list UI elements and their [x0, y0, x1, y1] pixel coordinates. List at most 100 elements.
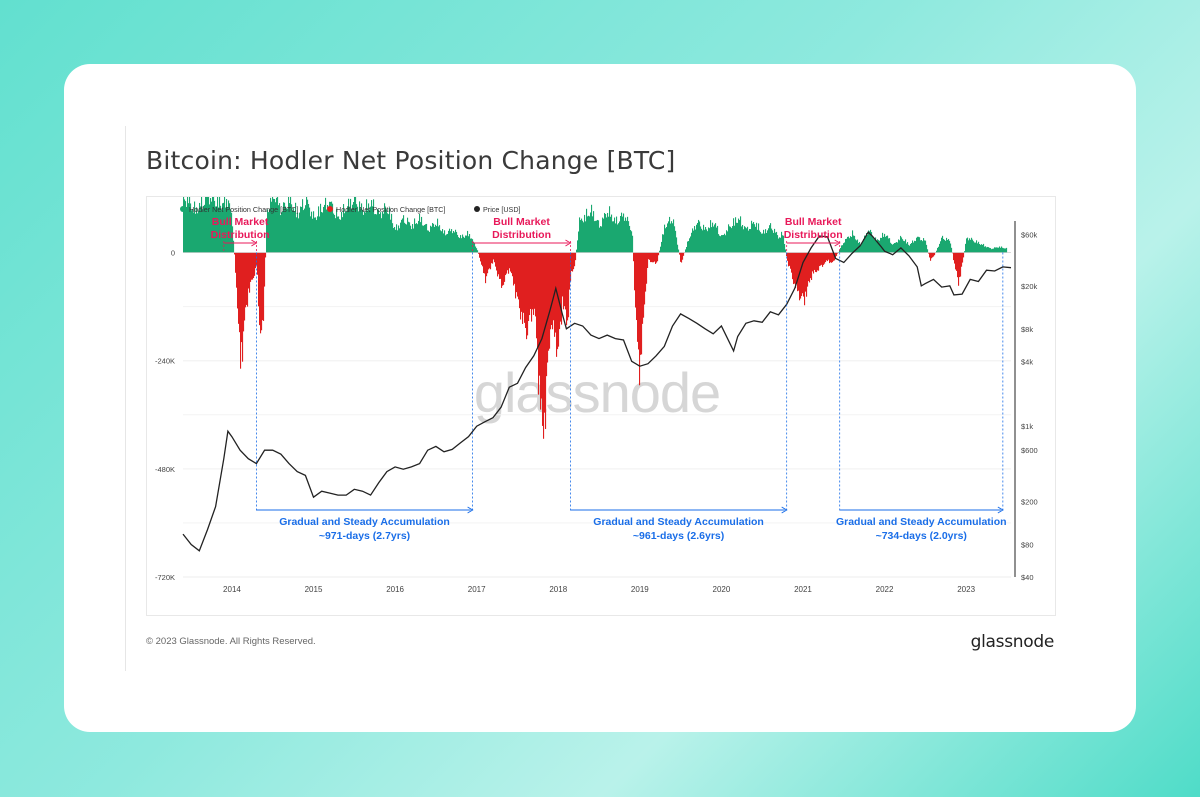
- net-position-bar-positive: [426, 223, 428, 253]
- net-position-bar-positive: [613, 221, 615, 253]
- net-position-bar-positive: [399, 228, 401, 253]
- net-position-bar-negative: [644, 252, 646, 305]
- net-position-bar-positive: [350, 198, 352, 253]
- net-position-bar-positive: [313, 211, 315, 253]
- net-position-bar-negative: [503, 252, 505, 285]
- net-position-bar-negative: [828, 252, 830, 260]
- net-position-bar-positive: [986, 247, 988, 253]
- net-position-bar-positive: [691, 232, 693, 253]
- net-position-bar-positive: [339, 219, 341, 253]
- net-position-bar-positive: [678, 249, 680, 253]
- net-position-bar-positive: [232, 226, 234, 253]
- net-position-bar-positive: [913, 242, 915, 253]
- net-position-bar-positive: [598, 220, 600, 253]
- net-position-bar-negative: [680, 252, 682, 262]
- net-position-bar-negative: [633, 252, 635, 262]
- net-position-bar-negative: [808, 252, 810, 282]
- net-position-bar-negative: [807, 252, 809, 287]
- net-position-bar-positive: [917, 236, 919, 253]
- net-position-bar-positive: [964, 251, 966, 253]
- net-position-bar-negative: [537, 252, 539, 348]
- net-position-bar-positive: [467, 230, 469, 253]
- net-position-bar-positive: [609, 206, 611, 253]
- net-position-bar-positive: [927, 249, 929, 253]
- net-position-bar-positive: [409, 222, 411, 253]
- net-position-bar-negative: [651, 252, 653, 263]
- net-position-bar-positive: [183, 188, 185, 253]
- net-position-bar-negative: [960, 252, 962, 277]
- net-position-bar-positive: [771, 228, 773, 253]
- net-position-bar-negative: [491, 252, 493, 264]
- net-position-bar-negative: [561, 252, 563, 325]
- net-position-bar-positive: [591, 204, 593, 253]
- net-position-bar-positive: [769, 225, 771, 253]
- net-position-bar-positive: [468, 236, 470, 253]
- net-position-bar-positive: [407, 217, 409, 253]
- net-position-bar-positive: [193, 212, 195, 253]
- net-position-bar-negative: [257, 252, 259, 275]
- net-position-bar-negative: [812, 252, 814, 272]
- legend-label: Price [USD]: [483, 205, 521, 214]
- net-position-bar-positive: [887, 235, 889, 253]
- net-position-bar-positive: [1001, 246, 1003, 253]
- net-position-bar-positive: [740, 216, 742, 253]
- net-position-bar-positive: [600, 226, 602, 253]
- net-position-bar-positive: [982, 244, 984, 253]
- net-position-bar-positive: [206, 191, 208, 253]
- net-position-bar-negative: [541, 252, 543, 399]
- net-position-bar-negative: [932, 252, 934, 258]
- net-position-bar-positive: [223, 202, 225, 253]
- net-position-bar-negative: [501, 252, 503, 288]
- net-position-bar-positive: [352, 204, 354, 253]
- net-position-bar-positive: [311, 211, 313, 253]
- net-position-bar-negative: [524, 252, 526, 323]
- net-position-bar-negative: [236, 252, 238, 288]
- net-position-bar-positive: [703, 224, 705, 253]
- net-position-bar-positive: [764, 233, 766, 253]
- net-position-bar-positive: [333, 213, 335, 253]
- net-position-bar-negative: [657, 252, 659, 262]
- net-position-bar-positive: [602, 217, 604, 253]
- net-position-bar-positive: [428, 230, 430, 253]
- net-position-bar-positive: [408, 221, 410, 253]
- net-position-bar-negative: [249, 252, 251, 293]
- net-position-bar-negative: [562, 252, 564, 297]
- net-position-bar-negative: [507, 252, 509, 271]
- net-position-bar-positive: [189, 196, 191, 253]
- net-position-bar-positive: [233, 240, 235, 253]
- net-position-bar-negative: [658, 252, 660, 256]
- net-position-bar-positive: [359, 201, 361, 253]
- net-position-bar-negative: [502, 252, 504, 286]
- net-position-bar-positive: [968, 240, 970, 253]
- net-position-bar-positive: [951, 247, 953, 253]
- net-position-bar-positive: [335, 218, 337, 253]
- net-position-bar-positive: [325, 197, 327, 253]
- net-position-bar-positive: [386, 209, 388, 253]
- net-position-bar-positive: [713, 226, 715, 253]
- net-position-bar-negative: [563, 252, 565, 310]
- net-position-bar-positive: [893, 243, 895, 253]
- net-position-bar-negative: [959, 252, 961, 278]
- net-position-bar-positive: [781, 231, 783, 253]
- net-position-bar-positive: [355, 194, 357, 253]
- net-position-bar-positive: [671, 221, 673, 253]
- net-position-bar-positive: [889, 238, 891, 253]
- net-position-bar-positive: [375, 214, 377, 253]
- net-position-bar-positive: [981, 244, 983, 253]
- net-position-bar-negative: [634, 252, 636, 291]
- net-position-bar-positive: [939, 243, 941, 253]
- net-position-bar-positive: [312, 218, 314, 253]
- net-position-bar-positive: [948, 239, 950, 253]
- net-position-bar-positive: [669, 216, 671, 253]
- net-position-bar-negative: [814, 252, 816, 270]
- net-position-bar-positive: [227, 207, 229, 253]
- net-position-bar-positive: [190, 203, 192, 253]
- net-position-bar-negative: [534, 252, 536, 309]
- net-position-bar-positive: [307, 199, 309, 253]
- net-position-bar-positive: [944, 239, 946, 253]
- net-position-bar-positive: [204, 204, 206, 253]
- net-position-bar-negative: [793, 252, 795, 285]
- net-position-bar-positive: [231, 212, 233, 253]
- net-position-bar-positive: [891, 243, 893, 253]
- net-position-bar-positive: [283, 202, 285, 253]
